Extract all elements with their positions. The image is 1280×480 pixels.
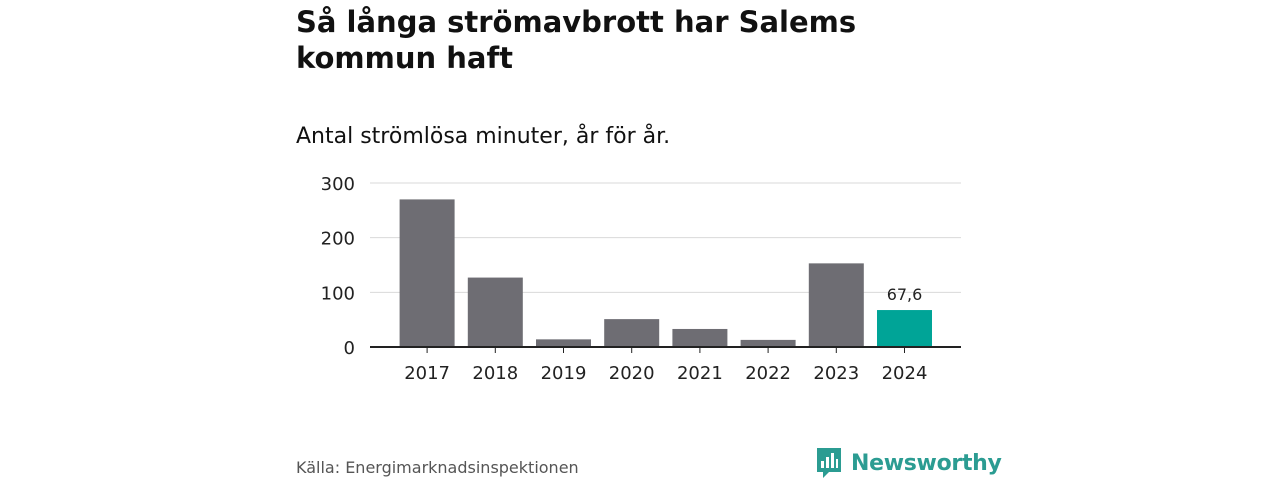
bar-2021 (672, 328, 728, 347)
x-tick-label: 2017 (404, 363, 450, 384)
bars (399, 199, 932, 347)
y-tick-label: 100 (321, 283, 355, 304)
y-tick-label: 200 (321, 229, 355, 250)
x-tick-label: 2021 (677, 363, 723, 384)
bar-chart: 0 100 200 300 2017 2018 2019 2020 2021 2022 2023 20… (321, 174, 961, 384)
bar-2018 (467, 277, 523, 347)
bar-2017 (399, 199, 455, 347)
data-label: 67,6 (887, 285, 923, 304)
chart-subtitle: Antal strömlösa minuter, år för år. (296, 124, 671, 149)
bar-2023 (808, 263, 864, 347)
bar-2020 (604, 319, 660, 347)
bar-2024 (877, 310, 932, 347)
x-tick-label: 2019 (541, 363, 587, 384)
axes (370, 346, 961, 353)
x-tick-label: 2023 (813, 363, 859, 384)
labels: 0 100 200 300 2017 2018 2019 2020 2021 2022 2023 20… (321, 174, 928, 384)
x-tick-label: 2024 (882, 363, 928, 384)
newsworthy-logo: Newsworthy (815, 446, 1002, 480)
gridlines (370, 182, 961, 293)
bar-2022 (740, 339, 796, 347)
y-tick-label: 0 (344, 338, 355, 359)
brand-name: Newsworthy (851, 450, 1002, 476)
y-tick-label: 300 (321, 174, 355, 195)
x-tick-label: 2022 (745, 363, 791, 384)
bar-2019 (536, 339, 591, 347)
x-tick-label: 2020 (609, 363, 655, 384)
chart-title: Så långa strömavbrott har Salems kommun … (296, 5, 857, 75)
source-note: Källa: Energimarknadsinspektionen (296, 458, 579, 477)
x-tick-label: 2018 (472, 363, 518, 384)
newsworthy-logo-icon (817, 448, 841, 478)
